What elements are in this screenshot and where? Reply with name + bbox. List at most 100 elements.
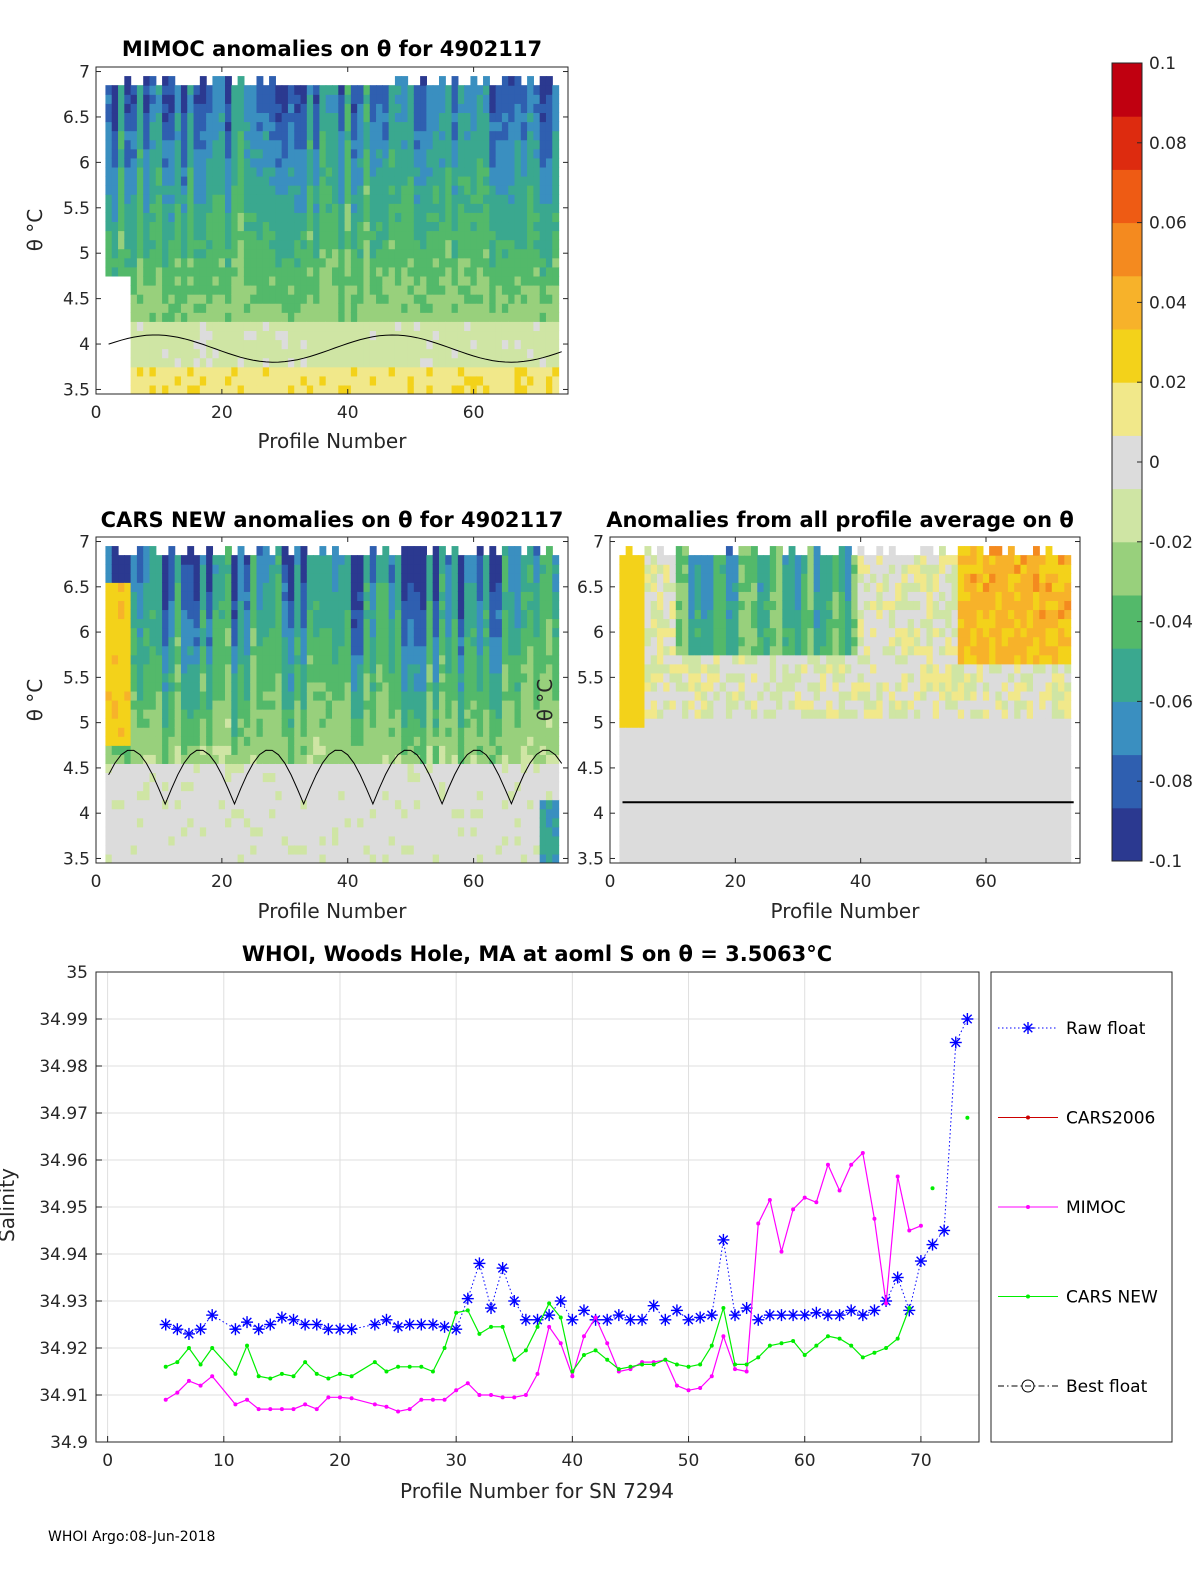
- heatmap-cell: [143, 176, 151, 186]
- heatmap-cell: [300, 835, 308, 846]
- heatmap-cell: [363, 799, 371, 810]
- heatmap-cell: [457, 275, 465, 286]
- heatmap-cell: [382, 103, 390, 114]
- heatmap-cell: [451, 654, 459, 665]
- heatmap-cell: [495, 330, 503, 341]
- heatmap-cell: [262, 185, 270, 195]
- heatmap-cell: [250, 248, 258, 259]
- heatmap-cell: [294, 139, 302, 150]
- heatmap-cell: [319, 176, 327, 186]
- heatmap-cell: [111, 700, 119, 710]
- heatmap-cell: [388, 357, 396, 368]
- heatmap-cell: [218, 681, 226, 692]
- heatmap-cell: [432, 166, 440, 177]
- heatmap-cell: [514, 366, 522, 377]
- heatmap-cell: [218, 817, 226, 828]
- heatmap-cell: [514, 130, 522, 141]
- heatmap-cell: [136, 736, 144, 746]
- heatmap-cell: [325, 700, 333, 710]
- heatmap-cell: [287, 230, 295, 241]
- heatmap-cell: [313, 844, 321, 855]
- heatmap-cell: [508, 166, 516, 177]
- heatmap-cell: [545, 139, 553, 150]
- heatmap-cell: [206, 157, 214, 168]
- heatmap-cell: [376, 582, 383, 592]
- heatmap-cell: [332, 654, 339, 665]
- heatmap-cell: [508, 257, 516, 268]
- heatmap-cell: [338, 275, 346, 286]
- heatmap-cell: [206, 745, 214, 755]
- heatmap-cell: [325, 808, 333, 819]
- heatmap-cell: [388, 285, 396, 295]
- heatmap-cell: [407, 763, 415, 774]
- heatmap-cell: [162, 573, 169, 583]
- heatmap-cell: [401, 148, 409, 159]
- heatmap-cell: [313, 339, 321, 350]
- heatmap-cell: [432, 745, 440, 755]
- heatmap-cell: [287, 781, 295, 792]
- heatmap-cell: [489, 808, 497, 819]
- heatmap-cell: [420, 546, 427, 556]
- heatmap-cell: [539, 257, 547, 268]
- heatmap-cell: [225, 375, 232, 386]
- heatmap-cell: [262, 157, 270, 168]
- heatmap-cell: [401, 736, 409, 746]
- heatmap-cell: [520, 573, 528, 583]
- heatmap-cell: [376, 384, 383, 394]
- heatmap-cell: [619, 618, 627, 629]
- heatmap-cell: [212, 148, 220, 159]
- heatmap-cell: [313, 772, 321, 783]
- heatmap-cell: [256, 681, 264, 692]
- heatmap-cell: [130, 681, 138, 692]
- heatmap-cell: [388, 203, 396, 213]
- heatmap-cell: [344, 718, 352, 728]
- heatmap-cell: [495, 790, 503, 801]
- heatmap-cell: [237, 672, 245, 683]
- heatmap-cell: [369, 212, 377, 223]
- heatmap-cell: [483, 591, 490, 601]
- heatmap-cell: [111, 139, 119, 150]
- heatmap-cell: [136, 185, 144, 195]
- heatmap-cell: [306, 700, 314, 710]
- heatmap-cell: [476, 573, 484, 583]
- heatmap-cell: [476, 330, 484, 341]
- heatmap-cell: [130, 176, 138, 186]
- heatmap-cell: [281, 627, 289, 638]
- heatmap-cell: [212, 627, 220, 638]
- heatmap-cell: [483, 357, 490, 368]
- heatmap-cell: [464, 330, 472, 341]
- heatmap-cell: [520, 212, 528, 223]
- heatmap-cell: [464, 148, 472, 159]
- heatmap-cell: [319, 600, 327, 611]
- heatmap-cell: [394, 121, 402, 132]
- heatmap-cell: [256, 763, 264, 774]
- heatmap-cell: [501, 194, 509, 204]
- heatmap-cell: [143, 844, 151, 855]
- heatmap-cell: [426, 366, 434, 377]
- heatmap-cell: [344, 681, 352, 692]
- heatmap-cell: [625, 663, 633, 674]
- heatmap-cell: [174, 285, 182, 295]
- heatmap-cell: [287, 835, 295, 846]
- heatmap-cell: [180, 212, 188, 223]
- heatmap-cell: [162, 130, 169, 141]
- heatmap-cell: [174, 185, 182, 195]
- heatmap-cell: [250, 312, 258, 322]
- heatmap-cell: [143, 618, 151, 629]
- heatmap-cell: [476, 564, 484, 574]
- heatmap-cell: [495, 826, 503, 837]
- heatmap-cell: [363, 754, 371, 764]
- heatmap-cell: [464, 618, 472, 629]
- heatmap-cell: [350, 564, 358, 574]
- heatmap-cell: [369, 709, 377, 719]
- heatmap-cell: [300, 285, 308, 295]
- heatmap-cell: [552, 239, 560, 250]
- heatmap-cell: [539, 627, 547, 638]
- heatmap-cell: [476, 555, 484, 565]
- heatmap-cell: [199, 94, 207, 104]
- heatmap-cell: [136, 609, 144, 620]
- heatmap-cell: [180, 266, 188, 277]
- heatmap-cell: [501, 266, 509, 277]
- heatmap-cell: [269, 736, 276, 746]
- heatmap-cell: [149, 94, 157, 104]
